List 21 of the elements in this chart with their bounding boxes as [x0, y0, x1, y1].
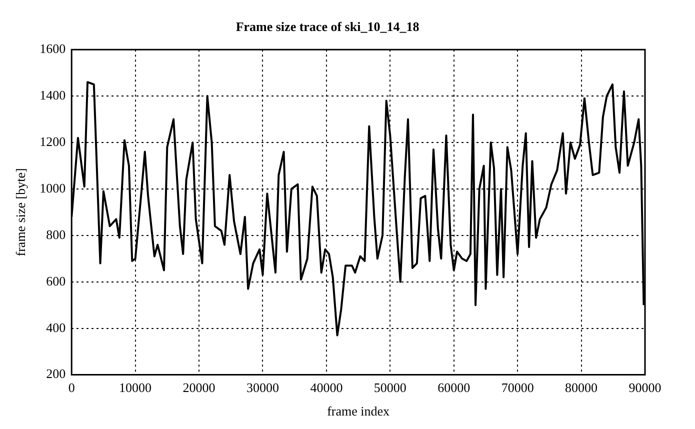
x-tick-label: 10000	[119, 380, 152, 396]
y-tick-label: 1400	[40, 87, 66, 102]
x-tick-label: 90000	[628, 380, 662, 396]
x-tick-label: 70000	[501, 380, 534, 396]
y-tick-label: 1600	[40, 41, 66, 56]
chart-title: Frame size trace of ski_10_14_18	[236, 19, 420, 34]
x-tick-label: 80000	[565, 380, 598, 396]
x-tick-label: 20000	[182, 380, 216, 396]
x-tick-label: 30000	[246, 380, 279, 396]
y-tick-label: 400	[46, 320, 66, 335]
y-tick-label: 800	[46, 226, 66, 242]
y-tick-label: 600	[46, 273, 66, 288]
x-tick-label: 40000	[310, 380, 343, 396]
x-axis-title: frame index	[327, 404, 390, 419]
x-tick-label: 0	[68, 380, 75, 396]
y-tick-label: 1200	[40, 134, 66, 149]
y-tick-label: 200	[46, 366, 66, 382]
y-tick-label: 1000	[40, 180, 66, 196]
y-axis-title: frame size [byte]	[13, 168, 28, 256]
x-tick-label: 50000	[374, 380, 406, 396]
x-tick-label: 60000	[438, 380, 470, 396]
